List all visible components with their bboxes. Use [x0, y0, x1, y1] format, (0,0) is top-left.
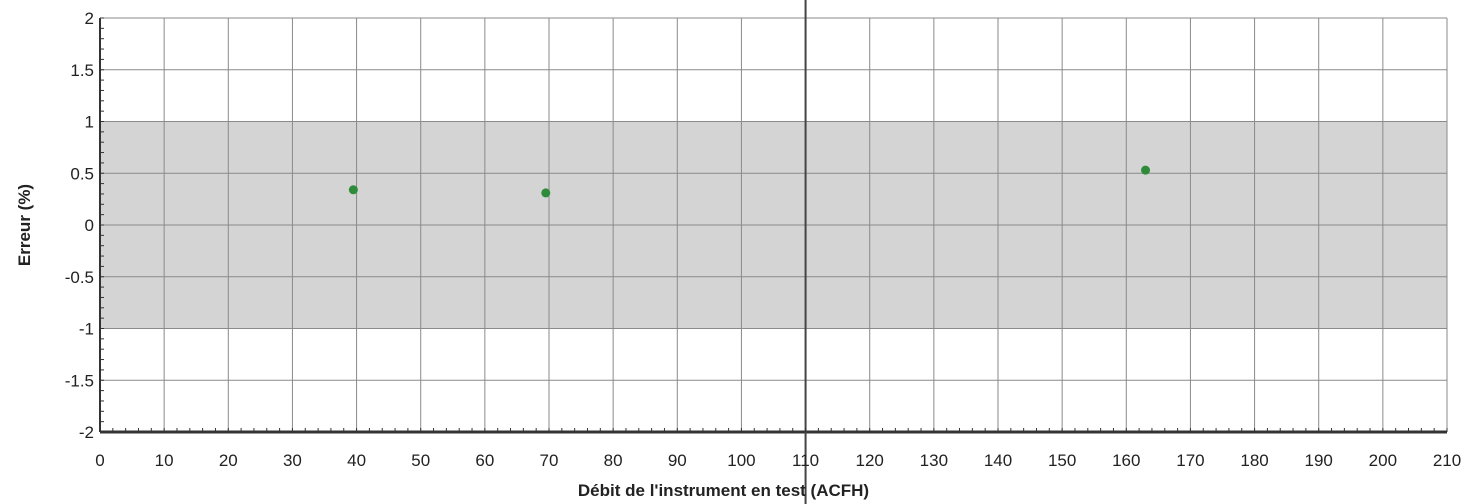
- x-tick-label: 20: [219, 451, 238, 470]
- x-tick-label: 210: [1433, 451, 1461, 470]
- x-tick-labels: 0 10 20 30 40 50 60 70 80 90 100 110 120 130 140 150 160…: [95, 451, 1461, 470]
- axes: [99, 0, 1448, 504]
- x-tick-label: 110: [792, 451, 819, 470]
- x-tick-label: 150: [1048, 451, 1076, 470]
- x-tick-label: 120: [856, 451, 884, 470]
- x-tick-label: 190: [1305, 451, 1333, 470]
- y-tick-label: 1.5: [70, 61, 94, 80]
- data-points: [348, 165, 1151, 198]
- x-tick-label: 70: [540, 451, 559, 470]
- data-point: [348, 185, 358, 195]
- y-tick-label: -1: [79, 320, 94, 339]
- x-tick-label: 50: [411, 451, 430, 470]
- y-tick-label: 0.5: [70, 164, 94, 183]
- x-tick-label: 100: [727, 451, 755, 470]
- y-axis-title: Erreur (%): [15, 184, 34, 266]
- x-tick-label: 200: [1369, 451, 1397, 470]
- x-tick-label: 180: [1240, 451, 1268, 470]
- x-tick-label: 80: [604, 451, 623, 470]
- data-point: [1141, 165, 1151, 175]
- y-tick-label: -0.5: [65, 268, 94, 287]
- x-tick-label: 170: [1176, 451, 1204, 470]
- x-tick-label: 60: [475, 451, 494, 470]
- x-tick-label: 10: [155, 451, 174, 470]
- y-tick-labels: 2 1.5 1 0.5 0 -0.5 -1 -1.5 -2: [65, 9, 94, 442]
- x-tick-label: 140: [984, 451, 1012, 470]
- y-tick-label: 1: [85, 113, 94, 132]
- x-tick-label: 160: [1112, 451, 1140, 470]
- x-tick-label: 130: [920, 451, 948, 470]
- grid-lines: [99, 17, 1448, 433]
- y-tick-label: -2: [79, 423, 94, 442]
- x-tick-label: 30: [283, 451, 302, 470]
- y-tick-label: 2: [85, 9, 94, 28]
- y-tick-label: 0: [85, 216, 94, 235]
- x-tick-label: 0: [95, 451, 104, 470]
- data-point: [541, 188, 551, 198]
- x-tick-label: 40: [347, 451, 366, 470]
- x-tick-label: 90: [668, 451, 687, 470]
- x-axis-title: Débit de l'instrument en test (ACFH): [578, 481, 869, 500]
- y-tick-label: -1.5: [65, 371, 94, 390]
